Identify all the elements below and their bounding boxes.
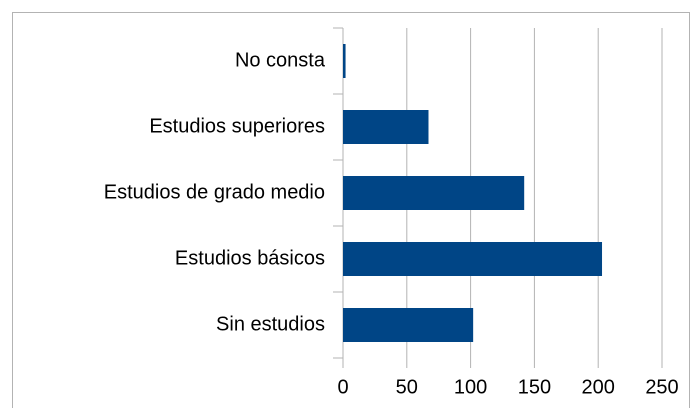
x-tick-label: 250	[645, 376, 678, 398]
bar	[343, 308, 474, 342]
y-tick-label: No consta	[235, 49, 326, 71]
bar	[343, 242, 603, 276]
y-tick-label: Estudios superiores	[149, 115, 325, 137]
y-tick-label: Estudios básicos	[175, 247, 325, 269]
x-tick-label: 100	[454, 376, 487, 398]
chart-frame	[12, 12, 690, 408]
x-tick-label: 0	[337, 376, 348, 398]
bar	[343, 44, 346, 78]
bar	[343, 176, 525, 210]
y-tick-label: Estudios de grado medio	[104, 181, 325, 203]
y-tick-label: Sin estudios	[216, 313, 325, 335]
x-tick-label: 150	[518, 376, 551, 398]
x-tick-label: 50	[396, 376, 418, 398]
x-tick-label: 200	[582, 376, 615, 398]
bar	[343, 110, 429, 144]
